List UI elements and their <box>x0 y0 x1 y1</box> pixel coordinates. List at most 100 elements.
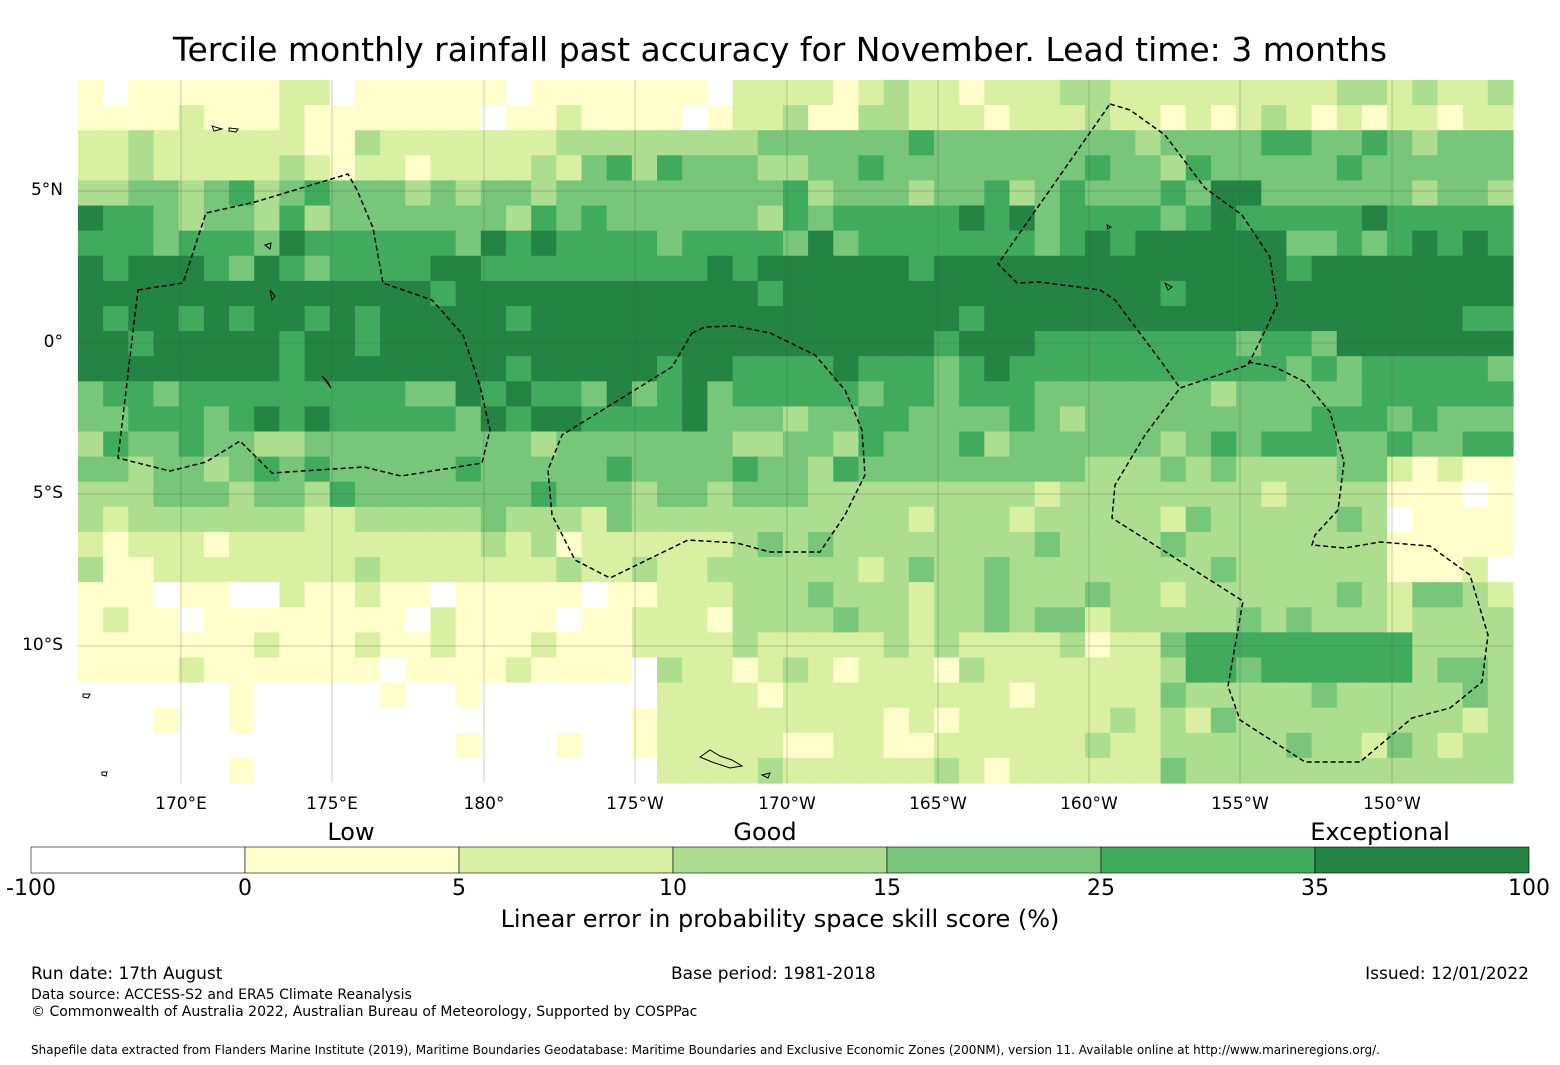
skill-cell <box>883 757 910 784</box>
skill-cell <box>480 356 507 382</box>
colorbar-tick: 10 <box>659 876 687 901</box>
island-outline <box>101 771 108 777</box>
skill-cell <box>858 481 885 508</box>
skill-cell <box>1437 230 1464 257</box>
skill-cell <box>531 305 557 332</box>
skill-cell <box>757 155 784 182</box>
skill-cell <box>354 757 381 784</box>
skill-cell <box>103 80 129 106</box>
skill-cell <box>808 456 834 483</box>
skill-cell <box>1210 381 1237 407</box>
skill-cell <box>254 255 281 282</box>
skill-cell <box>1387 406 1413 433</box>
skill-cell <box>732 356 759 382</box>
skill-cell <box>1185 255 1212 282</box>
skill-cell <box>1462 305 1489 332</box>
skill-cell <box>1135 280 1162 307</box>
skill-cell <box>1412 155 1439 182</box>
skill-cell <box>1361 456 1388 483</box>
skill-cell <box>1286 657 1313 684</box>
skill-cell <box>103 331 129 357</box>
skill-cell <box>933 105 960 131</box>
skill-cell <box>1336 381 1363 407</box>
skill-cell <box>430 607 457 633</box>
skill-cell <box>1009 732 1036 759</box>
skill-cell <box>556 481 583 508</box>
skill-cell <box>1437 331 1464 357</box>
skill-cell <box>1185 607 1212 633</box>
skill-cell <box>631 105 658 131</box>
skill-cell <box>757 557 784 583</box>
skill-cell <box>1185 280 1212 307</box>
skill-cell <box>808 757 834 784</box>
skill-cell <box>1236 682 1262 709</box>
skill-cell <box>229 280 255 307</box>
skill-cell <box>1361 80 1388 106</box>
skill-cell <box>984 331 1011 357</box>
skill-cell <box>1311 130 1338 156</box>
skill-cell <box>883 531 910 558</box>
skill-cell <box>304 230 331 257</box>
skill-cell <box>657 280 683 307</box>
skill-cell <box>455 280 482 307</box>
skill-cell <box>959 557 985 583</box>
skill-cell <box>1210 205 1237 232</box>
skill-cell <box>1059 331 1086 357</box>
skill-cell <box>833 331 860 357</box>
skill-cell <box>531 230 557 257</box>
skill-cell <box>1034 406 1061 433</box>
skill-cell <box>153 657 180 684</box>
skill-cell <box>1085 255 1111 282</box>
skill-cell <box>128 356 155 382</box>
skill-cell <box>1286 280 1313 307</box>
skill-cell <box>933 381 960 407</box>
skill-cell <box>858 607 885 633</box>
skill-cell <box>405 732 432 759</box>
skill-cell <box>153 155 180 182</box>
skill-cell <box>430 707 457 734</box>
skill-cell <box>279 707 306 734</box>
skill-cell <box>1085 406 1111 433</box>
skill-cell <box>1412 230 1439 257</box>
skill-cell <box>1135 732 1162 759</box>
skill-cell <box>203 255 230 282</box>
skill-cell <box>254 180 281 207</box>
skill-cell <box>203 506 230 533</box>
skill-cell <box>833 456 860 483</box>
skill-cell <box>153 255 180 282</box>
skill-cell <box>1487 456 1514 483</box>
skill-cell <box>959 607 985 633</box>
skill-cell <box>1336 230 1363 257</box>
skill-cell <box>1210 732 1237 759</box>
skill-cell <box>1462 506 1489 533</box>
skill-cell <box>732 255 759 282</box>
skill-cell <box>505 582 532 608</box>
skill-cell <box>1261 607 1288 633</box>
skill-cell <box>808 481 834 508</box>
skill-cell <box>833 130 860 156</box>
skill-cell <box>808 657 834 684</box>
skill-cell <box>1009 331 1036 357</box>
skill-cell <box>505 657 532 684</box>
skill-cell <box>354 732 381 759</box>
skill-cell <box>1210 607 1237 633</box>
skill-cell <box>757 105 784 131</box>
skill-cell <box>732 657 759 684</box>
skill-cell <box>153 506 180 533</box>
skill-cell <box>405 80 432 106</box>
skill-cell <box>531 331 557 357</box>
skill-cell <box>229 707 255 734</box>
skill-cell <box>1487 155 1514 182</box>
skill-cell <box>1412 506 1439 533</box>
skill-cell <box>1110 406 1136 433</box>
skill-cell <box>732 707 759 734</box>
skill-cell <box>128 155 155 182</box>
skill-cell <box>1311 456 1338 483</box>
skill-cell <box>1412 406 1439 433</box>
skill-cell <box>883 205 910 232</box>
skill-cell <box>606 456 633 483</box>
skill-cell <box>858 506 885 533</box>
skill-cell <box>556 255 583 282</box>
skill-cell <box>203 356 230 382</box>
skill-cell <box>606 255 633 282</box>
